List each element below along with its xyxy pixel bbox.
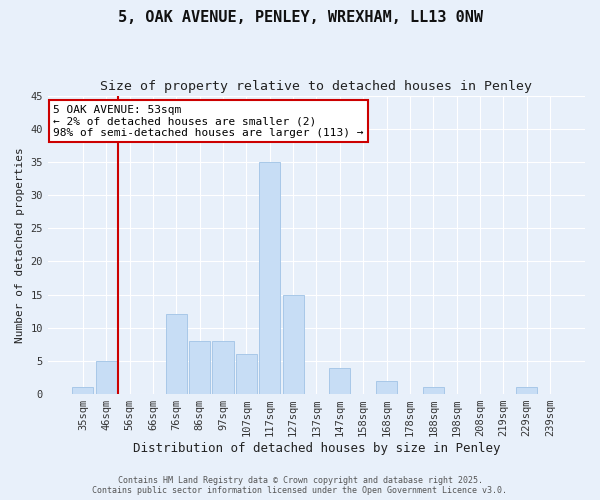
Bar	[329, 368, 350, 394]
Text: 5 OAK AVENUE: 53sqm
← 2% of detached houses are smaller (2)
98% of semi-detached: 5 OAK AVENUE: 53sqm ← 2% of detached hou…	[53, 104, 364, 138]
Bar	[423, 388, 444, 394]
Text: 5, OAK AVENUE, PENLEY, WREXHAM, LL13 0NW: 5, OAK AVENUE, PENLEY, WREXHAM, LL13 0NW	[118, 10, 482, 25]
Bar	[376, 381, 397, 394]
Bar	[166, 314, 187, 394]
Bar	[283, 294, 304, 394]
Bar	[212, 341, 233, 394]
Bar	[516, 388, 537, 394]
Bar	[95, 361, 117, 394]
Bar	[189, 341, 210, 394]
Bar	[73, 388, 94, 394]
X-axis label: Distribution of detached houses by size in Penley: Distribution of detached houses by size …	[133, 442, 500, 455]
Bar	[236, 354, 257, 394]
Text: Contains HM Land Registry data © Crown copyright and database right 2025.
Contai: Contains HM Land Registry data © Crown c…	[92, 476, 508, 495]
Bar	[259, 162, 280, 394]
Title: Size of property relative to detached houses in Penley: Size of property relative to detached ho…	[100, 80, 532, 93]
Y-axis label: Number of detached properties: Number of detached properties	[15, 147, 25, 342]
